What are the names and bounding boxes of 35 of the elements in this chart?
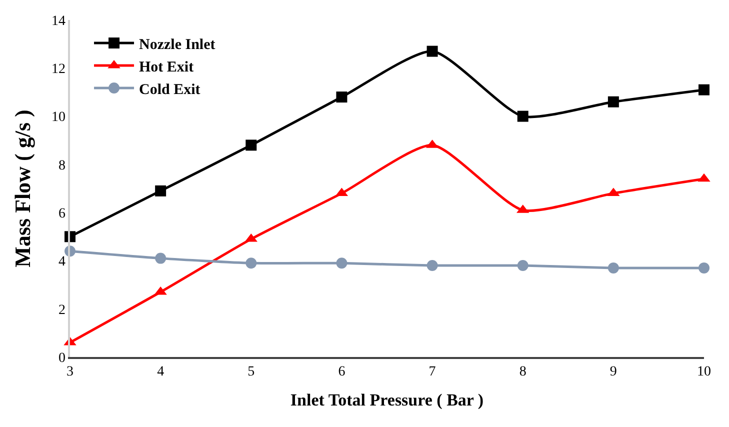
point — [608, 96, 619, 108]
legend-label: Nozzle Inlet — [139, 36, 216, 53]
point — [517, 260, 528, 272]
x-tick-label: 7 — [428, 364, 436, 380]
x-tick-label: 6 — [338, 364, 346, 380]
x-tick-label: 3 — [66, 364, 74, 380]
y-tick-label: 12 — [51, 62, 66, 78]
y-tick-label: 4 — [58, 254, 66, 270]
point — [246, 140, 257, 151]
x-tick-label: 9 — [610, 364, 617, 380]
x-tick-label: 10 — [697, 364, 711, 380]
point — [698, 84, 710, 96]
y-tick-label: 14 — [51, 14, 66, 29]
point — [517, 110, 528, 122]
x-axis-title: Inlet Total Pressure ( Bar ) — [290, 390, 484, 410]
point — [336, 258, 348, 269]
point — [246, 258, 257, 269]
y-tick-label: 2 — [58, 302, 66, 318]
point — [608, 262, 619, 274]
y-tick-label: 10 — [51, 110, 66, 126]
x-tick-label: 8 — [519, 364, 526, 380]
y-axis-title: Mass Flow ( g/s ) — [10, 110, 35, 268]
point — [698, 262, 710, 274]
y-tick-label: 6 — [58, 206, 66, 222]
legend-label: Hot Exit — [139, 59, 194, 76]
point — [426, 46, 438, 57]
y-tick-label: 0 — [58, 350, 66, 366]
point — [426, 260, 438, 272]
point — [155, 252, 166, 264]
y-tick-label: 8 — [58, 158, 66, 174]
point — [336, 92, 348, 103]
x-tick-label: 5 — [248, 364, 255, 380]
legend-label: Cold Exit — [139, 82, 200, 98]
x-tick-label: 4 — [157, 364, 164, 380]
point — [155, 185, 166, 196]
